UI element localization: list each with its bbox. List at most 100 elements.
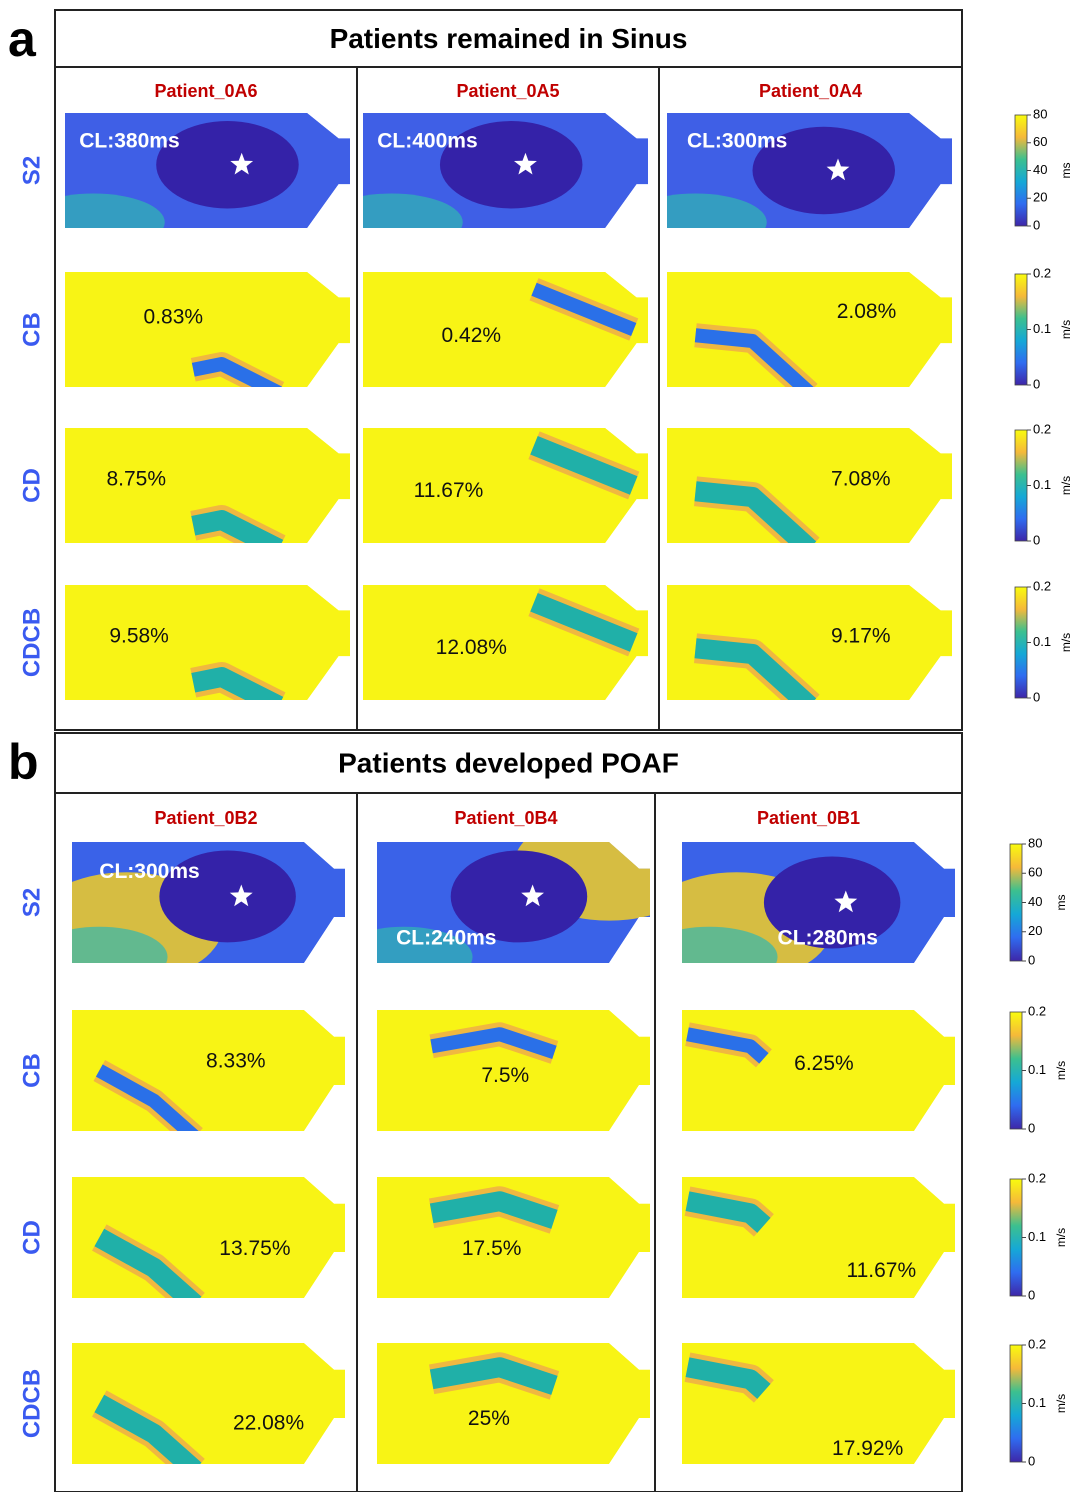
colorbar-tick-label: 0.1 [1033, 477, 1051, 492]
colorbar [1009, 1178, 1023, 1297]
colorbar-unit: ms [1054, 895, 1068, 911]
activation-map [363, 272, 648, 387]
row-label: S2 [18, 888, 45, 917]
cycle-length: CL:400ms [377, 129, 477, 152]
colorbar-unit: m/s [1054, 1061, 1068, 1080]
block-percentage: 8.33% [206, 1050, 266, 1073]
colorbar-tick-label: 0.1 [1028, 1395, 1046, 1410]
block-percentage: 6.25% [794, 1052, 854, 1075]
map-band [95, 1064, 200, 1131]
block-percentage: 8.75% [106, 467, 166, 490]
colorbar-tick-label: 0.1 [1033, 634, 1051, 649]
activation-map [667, 585, 952, 700]
colorbar-tick-label: 20 [1033, 190, 1047, 205]
map-core [159, 850, 296, 943]
row-label: CB [18, 312, 45, 347]
patient-name: Patient_0B1 [757, 808, 860, 828]
cycle-length: CL:240ms [396, 926, 496, 949]
map-background [667, 585, 952, 700]
block-percentage: 0.83% [144, 306, 204, 329]
activation-map [377, 1177, 650, 1298]
colorbar-unit: m/s [1059, 476, 1073, 495]
map-core [763, 856, 901, 949]
map-core [439, 121, 583, 209]
activation-map [65, 272, 350, 387]
patient-name: Patient_0B2 [154, 808, 257, 828]
colorbar-tick-label: 0.2 [1033, 578, 1051, 593]
activation-map [363, 113, 648, 228]
activation-map [667, 428, 952, 543]
activation-map [667, 272, 952, 387]
map-background [667, 272, 952, 387]
colorbar-tick-label: 60 [1033, 134, 1047, 149]
map-region [65, 193, 165, 228]
activation-map [377, 842, 650, 963]
colorbar-tick-label: 0 [1028, 1453, 1035, 1468]
activation-map [72, 842, 345, 963]
map-band [530, 592, 638, 652]
colorbar-tick-label: 40 [1033, 162, 1047, 177]
colorbar-tick-label: 20 [1028, 923, 1042, 938]
colorbar-tick-label: 0.2 [1028, 1336, 1046, 1351]
colorbar [1014, 429, 1028, 542]
colorbar-tick-label: 0.1 [1028, 1229, 1046, 1244]
activation-map [363, 428, 648, 543]
cycle-length: CL:300ms [99, 860, 199, 883]
cycle-length: CL:300ms [687, 129, 787, 152]
map-region [667, 193, 767, 228]
block-percentage: 13.75% [219, 1237, 290, 1260]
map-core [752, 126, 895, 215]
colorbar-tick-label: 0 [1033, 217, 1040, 232]
map-band [430, 1027, 557, 1059]
map-background [65, 272, 350, 387]
panel-frame [54, 732, 963, 1492]
activation-map [72, 1343, 345, 1464]
row-label: CD [18, 468, 45, 503]
map-band [694, 481, 817, 543]
map-band [191, 510, 284, 543]
colorbar-tick-label: 60 [1028, 865, 1042, 880]
activation-map [65, 113, 350, 228]
block-percentage: 11.67% [414, 479, 484, 502]
panel-label: b [8, 734, 39, 790]
pacing-site [229, 884, 253, 907]
colorbar-unit: m/s [1054, 1394, 1068, 1413]
colorbar [1009, 1011, 1023, 1130]
pacing-site [834, 890, 858, 913]
map-band [429, 1357, 558, 1395]
map-region [72, 926, 168, 963]
map-band [686, 1027, 769, 1064]
activation-map [65, 428, 350, 543]
map-core [156, 121, 299, 209]
panel-label: a [8, 11, 37, 67]
colorbar-tick-label: 0 [1028, 1120, 1035, 1135]
activation-map [682, 842, 955, 963]
row-label: CB [18, 1053, 45, 1088]
row-label: S2 [18, 156, 45, 185]
patient-name: Patient_0A6 [154, 81, 257, 101]
pacing-site [514, 152, 537, 175]
map-band [694, 638, 817, 700]
map-band [429, 1191, 558, 1229]
activation-map [65, 585, 350, 700]
pacing-site [230, 152, 254, 175]
colorbar-unit: ms [1059, 163, 1073, 179]
activation-map [377, 1010, 650, 1131]
activation-map [72, 1010, 345, 1131]
colorbar-tick-label: 80 [1033, 106, 1047, 121]
colorbar-tick-label: 0.2 [1028, 1170, 1046, 1185]
map-band [191, 667, 284, 700]
block-percentage: 7.08% [831, 467, 891, 490]
map-band [530, 435, 638, 495]
map-band [685, 1191, 771, 1233]
colorbar-tick-label: 40 [1028, 894, 1042, 909]
map-region [682, 926, 778, 963]
pacing-site [826, 158, 850, 181]
colorbar [1014, 273, 1028, 386]
block-percentage: 9.17% [831, 624, 891, 647]
patient-name: Patient_0B4 [454, 808, 557, 828]
block-percentage: 11.67% [846, 1259, 916, 1282]
block-percentage: 0.42% [442, 324, 502, 347]
colorbar-unit: m/s [1059, 633, 1073, 652]
cycle-length: CL:280ms [778, 926, 878, 949]
